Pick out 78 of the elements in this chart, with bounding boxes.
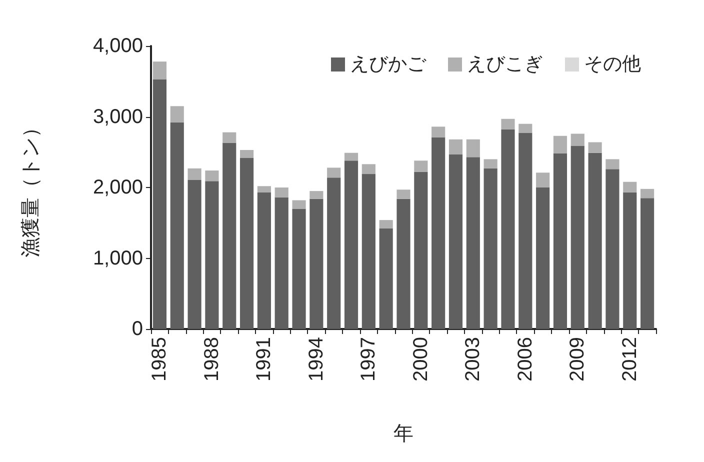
bar	[170, 122, 184, 329]
y-tick-label: 3,000	[92, 106, 143, 128]
x-tick-label: 2000	[410, 337, 432, 382]
x-tick-label: 1991	[253, 337, 276, 382]
x-tick-label: 2012	[618, 337, 641, 382]
bar	[240, 150, 254, 158]
bar	[379, 220, 393, 229]
bar	[640, 198, 654, 329]
bar	[152, 62, 166, 80]
bar	[170, 106, 184, 122]
y-tick-label: 4,000	[92, 35, 143, 57]
bar	[414, 160, 428, 172]
bar	[588, 142, 602, 153]
bar	[448, 139, 463, 154]
y-tick-label: 0	[132, 318, 143, 340]
bar	[501, 129, 515, 329]
bar	[310, 191, 324, 199]
bar	[240, 158, 254, 329]
bar	[327, 168, 341, 178]
x-tick-label: 1985	[148, 337, 171, 382]
bar	[432, 137, 446, 329]
bar	[414, 172, 428, 329]
bar	[518, 124, 532, 134]
bar	[623, 182, 637, 192]
bar	[484, 168, 498, 329]
bar	[257, 192, 271, 329]
bar	[222, 142, 236, 329]
legend-label: その他	[584, 54, 641, 75]
bar	[152, 79, 166, 329]
y-tick-label: 1,000	[92, 247, 143, 270]
bar	[222, 132, 236, 143]
bar	[640, 188, 654, 198]
bar	[588, 152, 602, 329]
bar	[553, 154, 568, 329]
bar	[536, 188, 550, 329]
bar	[310, 198, 324, 329]
bar	[274, 197, 288, 329]
bar	[292, 200, 306, 209]
y-axis-title: 漁獲量（トン）	[20, 118, 42, 258]
bar	[344, 160, 358, 329]
bar	[623, 192, 637, 329]
bar	[362, 174, 376, 329]
x-tick-label: 2003	[462, 337, 484, 382]
x-tick-label: 1994	[305, 337, 328, 382]
bar	[274, 188, 288, 198]
x-tick-label: 1997	[358, 337, 380, 382]
bar	[606, 169, 620, 329]
bar	[205, 181, 219, 329]
bar	[396, 198, 410, 329]
bar	[553, 136, 568, 154]
legend-label: えびこぎ	[467, 54, 543, 75]
bar	[344, 152, 358, 161]
bar	[570, 146, 584, 329]
bar	[205, 170, 219, 182]
bar	[466, 157, 480, 329]
bar	[327, 178, 341, 329]
bar	[570, 134, 584, 146]
bar	[292, 208, 306, 329]
bar	[536, 172, 550, 188]
bar	[188, 168, 202, 180]
bar	[379, 228, 393, 329]
y-tick-label: 2,000	[92, 176, 143, 198]
bar	[432, 126, 446, 138]
bar	[501, 118, 515, 130]
bar	[396, 190, 410, 199]
bar	[606, 159, 620, 170]
bar	[484, 159, 498, 168]
legend-label: えびかご	[350, 54, 427, 75]
bar	[466, 139, 480, 158]
bar	[188, 180, 202, 329]
bar	[257, 186, 271, 192]
x-tick-label: 1988	[200, 337, 223, 382]
x-axis-title: 年	[394, 423, 414, 445]
x-tick-label: 2006	[514, 337, 536, 382]
x-tick-label: 2009	[566, 337, 589, 382]
bar	[518, 133, 532, 329]
bar	[448, 154, 463, 329]
bar	[362, 164, 376, 174]
